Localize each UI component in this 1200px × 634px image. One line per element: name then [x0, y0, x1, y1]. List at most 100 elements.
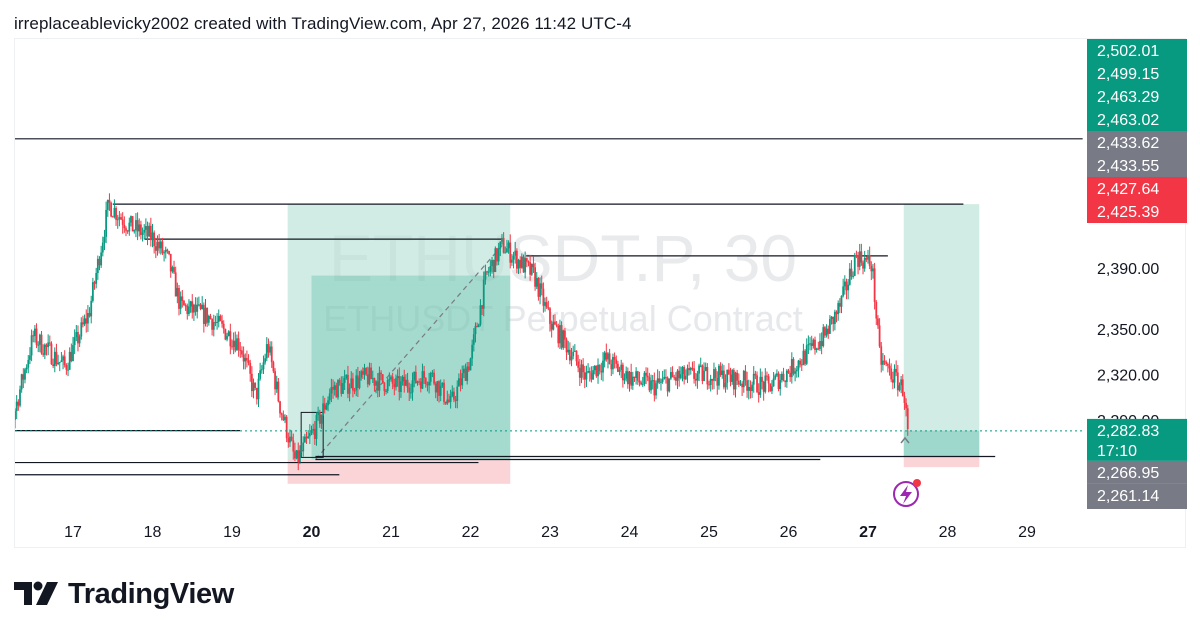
- candle-body: [698, 365, 700, 374]
- candle-body: [414, 371, 417, 384]
- candle-body: [829, 319, 831, 334]
- candle-body: [552, 321, 555, 330]
- candle-body: [159, 241, 162, 249]
- candle-body: [535, 278, 538, 287]
- candle-body: [140, 224, 142, 235]
- candle-body: [65, 365, 68, 370]
- candle-body: [280, 413, 283, 415]
- candle-body: [378, 372, 381, 391]
- candle-body: [905, 402, 907, 409]
- candle-body: [575, 350, 578, 362]
- time-axis-label: 29: [1018, 524, 1036, 541]
- candle-body: [746, 380, 748, 391]
- candle-body: [520, 256, 523, 268]
- candle-body: [429, 373, 432, 382]
- candle-body: [723, 370, 725, 388]
- candle-body: [650, 380, 652, 391]
- candle-body: [151, 232, 154, 241]
- candle-body: [590, 373, 593, 380]
- candle-body: [767, 376, 770, 384]
- candle-body: [522, 256, 525, 273]
- candle-body: [434, 383, 437, 393]
- candle-body: [633, 376, 636, 378]
- current-price-tag: [1087, 418, 1187, 461]
- candle-body: [290, 436, 293, 441]
- candle-body: [872, 268, 874, 272]
- candle-body: [605, 352, 608, 360]
- candle-body: [726, 369, 729, 383]
- candle-body: [82, 322, 84, 325]
- candle-body: [121, 219, 124, 225]
- candle-body: [734, 372, 737, 390]
- candle-body: [62, 356, 64, 361]
- candle-body: [22, 374, 25, 380]
- candle-body: [587, 371, 589, 373]
- candle-body: [850, 268, 853, 277]
- candle-body: [504, 252, 507, 254]
- candle-body: [441, 382, 444, 386]
- candle-body: [716, 377, 719, 386]
- candle-body: [835, 311, 838, 315]
- candle-body: [713, 369, 715, 381]
- candle-body: [545, 302, 548, 308]
- candle-body: [340, 383, 343, 394]
- candle-body: [186, 305, 189, 314]
- candle-body: [797, 360, 800, 370]
- candle-body: [337, 380, 339, 398]
- candle-body: [327, 400, 329, 406]
- candle-body: [247, 360, 250, 363]
- time-axis-label: 18: [144, 524, 162, 541]
- candle-body: [164, 249, 167, 253]
- candle-body: [254, 382, 257, 388]
- candle-body: [769, 383, 772, 392]
- candle-body: [880, 346, 883, 365]
- candle-body: [272, 362, 275, 372]
- candle-body: [617, 363, 619, 372]
- candle-body: [153, 232, 156, 247]
- candle-body: [249, 362, 252, 374]
- candle-body: [173, 267, 175, 273]
- candle-body: [217, 315, 220, 322]
- candle-body: [106, 199, 109, 210]
- candle-body: [582, 364, 585, 373]
- candle-body: [418, 381, 421, 383]
- candle-body: [244, 357, 247, 362]
- candle-body: [338, 380, 341, 384]
- candle-body: [814, 339, 816, 350]
- candle-body: [355, 375, 358, 391]
- candle-body: [812, 339, 815, 346]
- candle-body: [373, 378, 376, 386]
- candle-body: [827, 328, 830, 334]
- candle-body: [721, 370, 724, 375]
- candle-body: [645, 372, 647, 376]
- chart-area[interactable]: ETHUSDT.P, 30 ETHUSDT Perpetual Contract 2…: [14, 38, 1187, 549]
- candle-body: [421, 371, 424, 389]
- candle-body: [242, 354, 245, 362]
- candle-body: [449, 395, 452, 402]
- candle-body: [714, 369, 717, 378]
- long-position-target-zone: [903, 204, 980, 457]
- candle-body: [406, 379, 409, 388]
- candle-body: [391, 376, 394, 384]
- candle-body: [484, 271, 487, 280]
- candle-body: [169, 253, 172, 272]
- candle-body: [32, 335, 35, 337]
- candle-body: [482, 279, 485, 309]
- candle-body: [515, 250, 518, 269]
- candle-body: [764, 375, 767, 392]
- candle-body: [413, 371, 416, 381]
- candle-body: [585, 372, 588, 380]
- candle-body: [453, 391, 455, 400]
- candle-body: [403, 376, 406, 386]
- candle-body: [310, 430, 313, 434]
- candle-body: [330, 386, 333, 394]
- candle-body: [703, 370, 705, 382]
- candle-body: [416, 381, 419, 384]
- candle-body: [530, 263, 533, 275]
- candle-body: [795, 369, 798, 372]
- candle-body: [78, 336, 81, 344]
- candle-body: [396, 376, 399, 379]
- time-axis-label: 19: [223, 524, 241, 541]
- candle-body: [564, 330, 566, 340]
